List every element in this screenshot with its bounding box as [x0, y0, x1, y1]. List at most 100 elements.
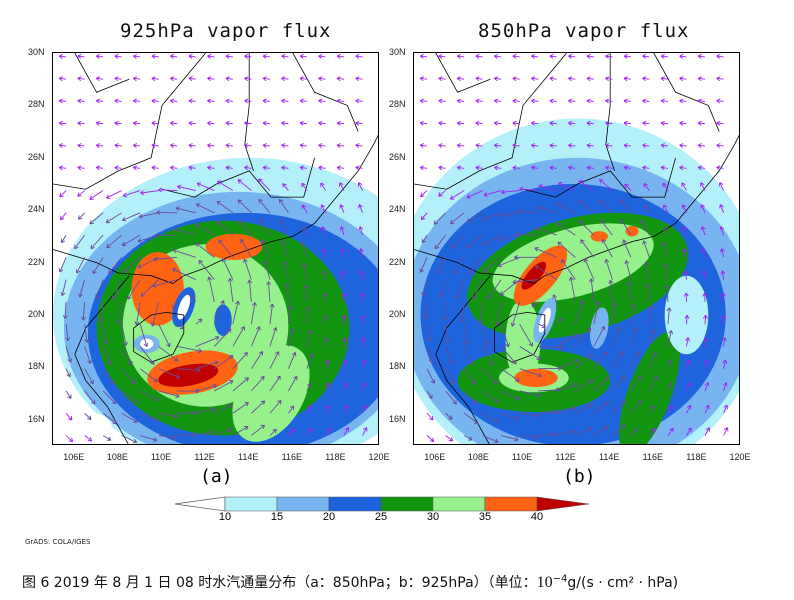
panel-b-title: 850hPa vapor flux	[478, 20, 690, 42]
flux-vector-arrow	[301, 204, 308, 214]
flux-vector-arrow	[623, 54, 631, 59]
flux-vector-arrow	[227, 277, 234, 302]
flux-vector-arrow	[445, 435, 454, 442]
flux-vector-arrow	[519, 390, 541, 398]
flux-vector-arrow	[151, 76, 159, 82]
flux-vector-arrow	[684, 314, 690, 325]
flux-vector-arrow	[306, 382, 312, 392]
lat-tick-label: 16N	[28, 413, 45, 424]
flux-vector-arrow	[288, 405, 295, 414]
flux-vector-arrow	[247, 279, 253, 302]
flux-vector-arrow	[132, 143, 141, 148]
flux-vector-arrow	[355, 165, 363, 171]
flux-vector-arrow	[95, 143, 104, 148]
flux-vector-arrow	[244, 76, 252, 82]
flux-shade-region	[205, 233, 263, 260]
flux-vector-arrow	[188, 76, 196, 82]
flux-vector-arrow	[605, 54, 613, 59]
colorbar-level-label: 30	[426, 511, 440, 523]
flux-vector-arrow	[237, 179, 252, 191]
lat-tick-label: 24N	[389, 204, 406, 215]
flux-vector-arrow	[151, 143, 159, 148]
flux-vector-arrow	[170, 98, 178, 104]
flux-vector-arrow	[299, 120, 308, 126]
colorbar-segment	[432, 496, 486, 512]
lat-tick-label: 18N	[28, 361, 45, 372]
flux-vector-arrow	[84, 412, 92, 420]
flux-vector-arrow	[419, 98, 428, 104]
flux-vector-arrow	[75, 257, 86, 274]
flux-vector-arrow	[510, 301, 521, 327]
flux-vector-arrow	[482, 234, 502, 246]
flux-vector-arrow	[336, 143, 345, 148]
flux-vector-arrow	[359, 292, 365, 302]
flux-vector-arrow	[139, 368, 158, 383]
flux-vector-arrow	[121, 234, 141, 247]
flux-vector-arrow	[519, 434, 539, 440]
flux-vector-arrow	[95, 76, 104, 82]
lat-tick-label: 28N	[28, 99, 45, 110]
flux-vector-arrow	[466, 212, 483, 223]
flux-vector-arrow	[340, 248, 346, 258]
flux-vector-arrow	[121, 435, 138, 444]
flux-shade-region	[131, 252, 184, 326]
colorbar-level-label: 35	[478, 511, 492, 523]
flux-vector-arrow	[281, 54, 289, 59]
flux-vector-arrow	[604, 258, 613, 280]
flux-vector-arrow	[419, 143, 428, 148]
flux-vector-arrow	[77, 212, 85, 220]
flux-vector-arrow	[531, 120, 539, 126]
flux-vector-arrow	[512, 54, 520, 59]
flux-vector-arrow	[188, 165, 196, 171]
flux-vector-arrow	[251, 424, 266, 436]
flux-vector-arrow	[259, 219, 271, 236]
colorbar-segment	[276, 496, 330, 512]
flux-vector-arrow	[649, 376, 659, 392]
flux-vector-arrow	[456, 143, 465, 148]
flux-vector-arrow	[321, 226, 326, 236]
flux-vector-arrow	[269, 327, 278, 347]
boundary-line	[435, 53, 491, 93]
flux-vector-arrow	[438, 165, 446, 171]
colorbar-level-label: 10	[218, 511, 232, 523]
flux-vector-arrow	[663, 263, 669, 280]
boundary-line	[161, 157, 315, 198]
flux-vector-arrow	[301, 182, 308, 191]
flux-vector-arrow	[282, 261, 289, 280]
flux-vector-arrow	[336, 165, 345, 171]
flux-vector-arrow	[318, 143, 326, 148]
map-panel-a	[52, 52, 379, 445]
flux-vector-arrow	[463, 390, 478, 405]
flux-vector-arrow	[188, 143, 196, 148]
flux-vector-arrow	[325, 404, 331, 414]
flux-vector-arrow	[686, 382, 691, 392]
flux-vector-arrow	[434, 234, 446, 250]
flux-vector-arrow	[419, 76, 428, 82]
flux-vector-arrow	[65, 435, 74, 443]
map-panel-b	[413, 52, 740, 445]
flux-vector-arrow	[151, 54, 159, 59]
lon-tick-label: 108E	[106, 452, 128, 462]
flux-vector-arrow	[438, 54, 446, 59]
flux-vector-arrow	[512, 76, 520, 82]
vapor-flux-map-a	[53, 53, 378, 444]
flux-vector-arrow	[99, 301, 105, 323]
flux-vector-arrow	[195, 318, 203, 325]
flux-vector-arrow	[697, 54, 706, 59]
flux-vector-arrow	[593, 325, 606, 347]
flux-vector-arrow	[512, 143, 520, 148]
flux-vector-arrow	[361, 359, 367, 369]
flux-vector-arrow	[177, 432, 196, 438]
flux-vector-arrow	[683, 292, 689, 302]
flux-vector-arrow	[682, 226, 687, 236]
flux-vector-arrow	[214, 355, 234, 370]
flux-vector-arrow	[463, 368, 477, 385]
flux-vector-arrow	[172, 268, 196, 281]
flux-vector-arrow	[240, 238, 252, 258]
flux-vector-arrow	[556, 222, 576, 236]
flux-vector-arrow	[445, 324, 451, 344]
flux-vector-arrow	[343, 427, 350, 436]
flux-vector-arrow	[556, 333, 580, 347]
flux-vector-arrow	[624, 260, 632, 280]
flux-vector-arrow	[426, 346, 434, 363]
